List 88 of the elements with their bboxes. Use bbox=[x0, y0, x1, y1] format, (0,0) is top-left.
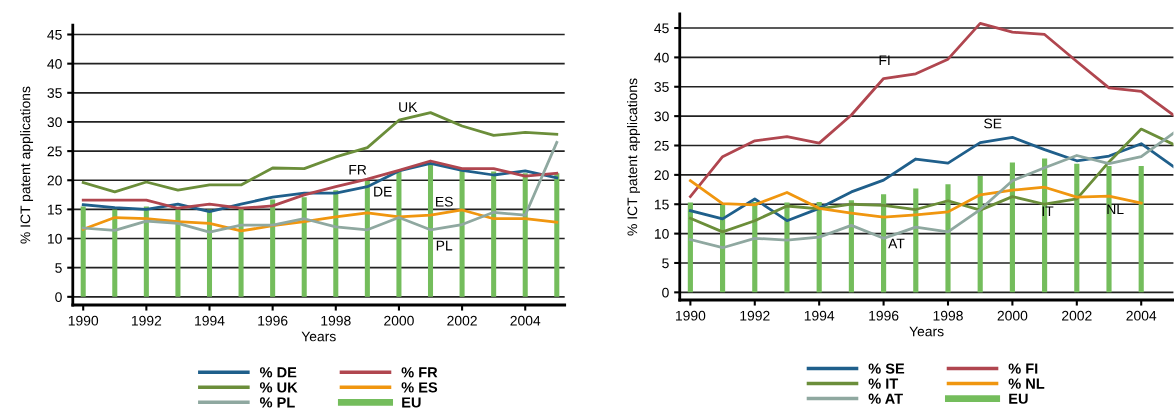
legend-label: EU bbox=[402, 397, 421, 408]
y-tick-label: 0 bbox=[55, 292, 62, 302]
x-tick-label: 1994 bbox=[804, 310, 835, 321]
line-series bbox=[81, 140, 559, 234]
y-tick-label: 10 bbox=[47, 233, 62, 244]
x-axis-title: Years bbox=[301, 331, 336, 342]
bar bbox=[301, 197, 307, 297]
line-series bbox=[688, 179, 1143, 219]
x-tick-label: 1996 bbox=[258, 315, 288, 326]
y-tick-label: 15 bbox=[654, 199, 669, 210]
annotation: FI bbox=[879, 55, 890, 66]
y-tick-label: 0 bbox=[662, 287, 669, 298]
annotation: DE bbox=[374, 186, 392, 197]
bar bbox=[687, 202, 693, 293]
bar bbox=[554, 173, 560, 297]
y-axis-title: % ICT patent applications bbox=[20, 86, 34, 244]
legend-label: EU bbox=[1009, 393, 1028, 404]
x-tick-label: 2004 bbox=[1126, 310, 1157, 321]
legend-label: % ES bbox=[401, 382, 438, 393]
x-tick-label: 2002 bbox=[1062, 310, 1092, 321]
legend-label: % DE bbox=[259, 367, 297, 378]
annotation: UK bbox=[399, 102, 418, 113]
x-tick-label: 1996 bbox=[869, 310, 899, 321]
line-series bbox=[688, 135, 1174, 223]
bar bbox=[522, 173, 528, 297]
legend-label: % NL bbox=[1008, 378, 1045, 389]
x-tick-label: 2002 bbox=[447, 315, 477, 326]
x-tick-label: 2000 bbox=[384, 315, 414, 326]
legend-label: % UK bbox=[259, 382, 298, 393]
x-tick-label: 1994 bbox=[195, 315, 225, 326]
bar bbox=[175, 209, 181, 297]
legend-label: % SE bbox=[868, 363, 905, 374]
bar bbox=[1138, 166, 1144, 293]
x-tick-label: 1990 bbox=[68, 315, 99, 326]
line-series bbox=[688, 127, 1174, 234]
y-tick-label: 35 bbox=[47, 88, 62, 98]
y-tick-label: 40 bbox=[654, 52, 669, 63]
x-axis-title: Years bbox=[909, 326, 944, 337]
bar bbox=[945, 184, 951, 293]
legend-label: % IT bbox=[868, 378, 899, 389]
x-tick-label: 2000 bbox=[997, 310, 1028, 321]
y-tick-label: 35 bbox=[654, 82, 669, 92]
legend-label: % PL bbox=[259, 397, 295, 408]
annotation: ES bbox=[436, 196, 453, 207]
bar bbox=[427, 163, 434, 297]
y-tick-label: 10 bbox=[654, 228, 669, 239]
line-series bbox=[688, 21, 1174, 198]
bar bbox=[459, 170, 465, 297]
y-tick-label: 20 bbox=[47, 175, 62, 186]
legend-label: % FR bbox=[401, 367, 438, 378]
x-tick-label: 1992 bbox=[740, 310, 770, 321]
bar bbox=[270, 199, 276, 297]
annotation: SE bbox=[984, 118, 1002, 129]
x-tick-label: 2004 bbox=[510, 315, 541, 326]
x-tick-label: 1990 bbox=[675, 310, 706, 321]
bar bbox=[1009, 162, 1015, 293]
annotation: FR bbox=[349, 165, 367, 175]
x-tick-label: 1992 bbox=[131, 315, 162, 326]
y-tick-label: 45 bbox=[47, 29, 62, 40]
bar bbox=[112, 209, 118, 297]
annotation: PL bbox=[436, 240, 453, 251]
bar bbox=[977, 176, 983, 293]
x-tick-label: 1998 bbox=[321, 315, 351, 326]
bar bbox=[80, 206, 86, 297]
bar bbox=[396, 171, 402, 297]
y-tick-label: 15 bbox=[47, 204, 62, 215]
bar bbox=[1074, 163, 1080, 293]
y-tick-label: 5 bbox=[55, 263, 62, 273]
bar bbox=[333, 190, 339, 297]
bar bbox=[143, 206, 149, 297]
y-tick-label: 5 bbox=[662, 258, 669, 269]
legend-label: % AT bbox=[868, 393, 903, 404]
bar bbox=[364, 180, 370, 297]
bar bbox=[238, 208, 244, 297]
legend-label: % FI bbox=[1008, 363, 1038, 374]
annotation: AT bbox=[888, 238, 905, 249]
x-tick-label: 1998 bbox=[933, 310, 963, 321]
y-tick-label: 45 bbox=[654, 23, 669, 34]
y-tick-label: 25 bbox=[47, 146, 62, 157]
y-tick-label: 30 bbox=[47, 117, 62, 128]
y-tick-label: 25 bbox=[654, 140, 669, 151]
y-tick-label: 30 bbox=[654, 111, 669, 122]
y-tick-label: 20 bbox=[654, 170, 669, 181]
y-axis-title: % ICT patent applications bbox=[627, 78, 640, 236]
bar bbox=[784, 202, 790, 293]
bar bbox=[491, 171, 497, 297]
y-tick-label: 40 bbox=[47, 58, 62, 69]
line-series bbox=[688, 131, 1174, 250]
